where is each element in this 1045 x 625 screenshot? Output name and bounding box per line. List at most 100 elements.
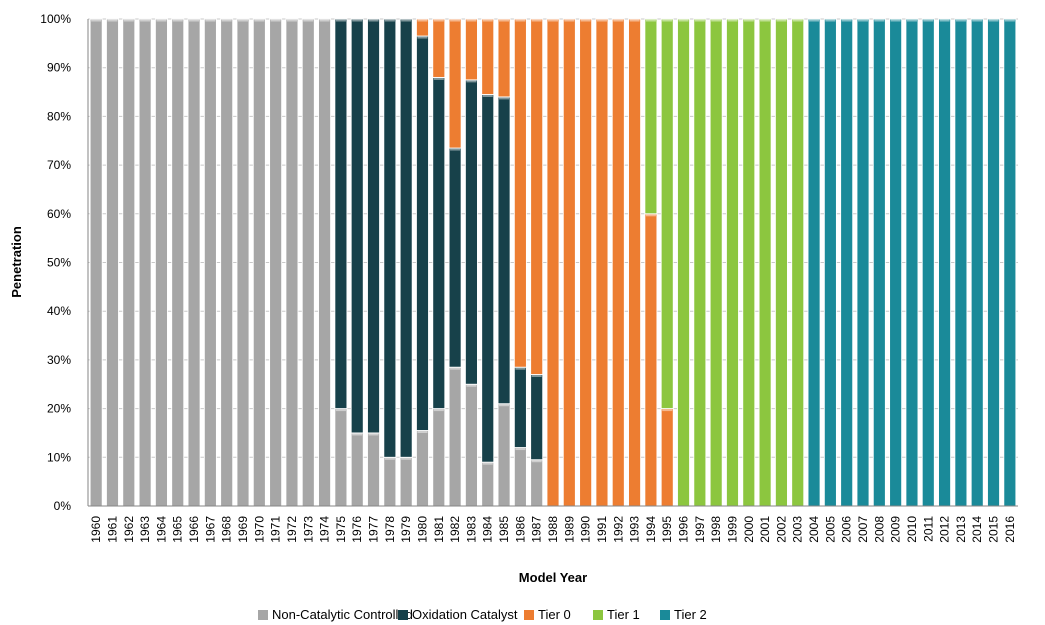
x-tick-label: 2012 [938,516,952,543]
bar-stack-1973 [301,18,315,507]
bar-segment-tier-2 [840,18,854,507]
bar-segment-non-catalytic-controlled [481,461,495,507]
legend-item-tier-0: Tier 0 [524,607,571,622]
bar-stack-2005 [823,18,837,507]
bar-segment-highlight [499,97,510,100]
bar-segment-oxidation-catalyst [415,35,429,431]
bar-stack-1960 [89,18,103,507]
bar-segment-tier-2 [938,18,952,507]
bar-segment-highlight [841,19,852,22]
bar-stack-2008 [872,18,886,507]
x-tick-label: 1970 [252,516,266,543]
bar-stack-1978 [383,18,397,507]
bar-segment-tier-2 [807,18,821,507]
x-tick-label: 1982 [448,516,462,543]
x-tick-label: 1998 [709,516,723,543]
legend-label: Oxidation Catalyst [412,607,518,622]
bar-segment-tier-1 [660,18,674,410]
bar-segment-non-catalytic-controlled [350,432,364,507]
bar-segment-highlight [417,36,428,39]
y-tick-label: 10% [47,450,71,464]
bar-stack-1972 [285,18,299,507]
x-tick-label: 1986 [513,516,527,543]
bar-segment-highlight [972,19,983,22]
x-tick-label: 1990 [579,516,593,543]
bar-stack-1998 [709,18,723,507]
y-tick-label: 20% [47,402,71,416]
bar-segment-highlight [515,448,526,451]
y-tick-label: 30% [47,353,71,367]
bar-segment-highlight [335,409,346,412]
bar-stack-2013 [954,18,968,507]
bar-stack-1975 [334,18,348,507]
bar-stack-1968 [220,18,234,507]
bar-segment-highlight [254,19,265,22]
bar-stack-2015 [987,18,1001,507]
bar-segment-highlight [515,19,526,22]
bar-stack-2001 [758,18,772,507]
x-tick-label: 1993 [628,516,642,543]
bar-segment-highlight [466,19,477,22]
bar-stack-1971 [269,18,283,507]
bar-stack-1995 [660,18,674,507]
bar-stack-1999 [725,18,739,507]
x-tick-label: 1995 [660,516,674,543]
legend-swatch [398,610,408,620]
bar-segment-non-catalytic-controlled [236,18,250,507]
bar-segment-non-catalytic-controlled [334,408,348,507]
x-tick-label: 1996 [677,516,691,543]
bar-segment-tier-0 [628,18,642,507]
bar-segment-highlight [140,19,151,22]
bar-segment-tier-1 [693,18,707,507]
bar-segment-highlight [450,19,461,22]
bar-segment-tier-0 [497,18,511,98]
x-tick-label: 2014 [970,516,984,543]
bar-segment-highlight [939,19,950,22]
bar-segment-highlight [466,80,477,83]
bar-segment-highlight [547,19,559,22]
x-tick-label: 2013 [954,516,968,543]
bar-segment-tier-1 [791,18,805,507]
bar-stack-2016 [1003,18,1017,507]
bar-segment-highlight [384,457,395,460]
bar-stack-2010 [905,18,919,507]
x-tick-label: 1991 [595,516,609,543]
bar-segment-highlight [368,19,379,22]
bar-segment-tier-0 [562,18,576,507]
bar-segment-highlight [466,384,477,387]
bar-stack-1962 [122,18,136,507]
bar-segment-highlight [401,457,412,460]
legend-swatch [524,610,534,620]
x-tick-label: 1961 [105,516,119,543]
bar-stack-1988 [546,18,560,507]
bar-segment-highlight [531,375,542,378]
bar-segment-highlight [237,19,249,22]
bar-segment-highlight [515,367,526,370]
bar-segment-non-catalytic-controlled [318,18,332,507]
bar-segment-highlight [727,19,738,22]
bar-stack-1966 [187,18,201,507]
bar-segment-highlight [890,19,901,22]
bar-segment-tier-0 [546,18,560,507]
legend-swatch [258,610,268,620]
bar-segment-non-catalytic-controlled [252,18,266,507]
bar-stack-1985 [497,18,511,507]
legend-label: Non-Catalytic Controlled [272,607,413,622]
bar-segment-highlight [825,19,836,22]
bar-stack-1964 [154,18,168,507]
bar-segment-tier-0 [415,18,429,37]
x-tick-label: 1994 [644,516,658,543]
bar-stack-2000 [742,18,756,507]
bar-segment-highlight [629,19,640,22]
x-tick-label: 1973 [301,516,315,543]
legend-item-tier-2: Tier 2 [660,607,707,622]
bar-segment-tier-1 [644,18,658,215]
bar-segment-highlight [792,19,803,22]
bar-segment-oxidation-catalyst [530,374,544,461]
bar-segment-non-catalytic-controlled [464,383,478,507]
bar-segment-highlight [955,19,966,22]
bar-segment-non-catalytic-controlled [122,18,136,507]
y-tick-label: 70% [47,158,71,172]
bar-segment-non-catalytic-controlled [399,456,413,507]
